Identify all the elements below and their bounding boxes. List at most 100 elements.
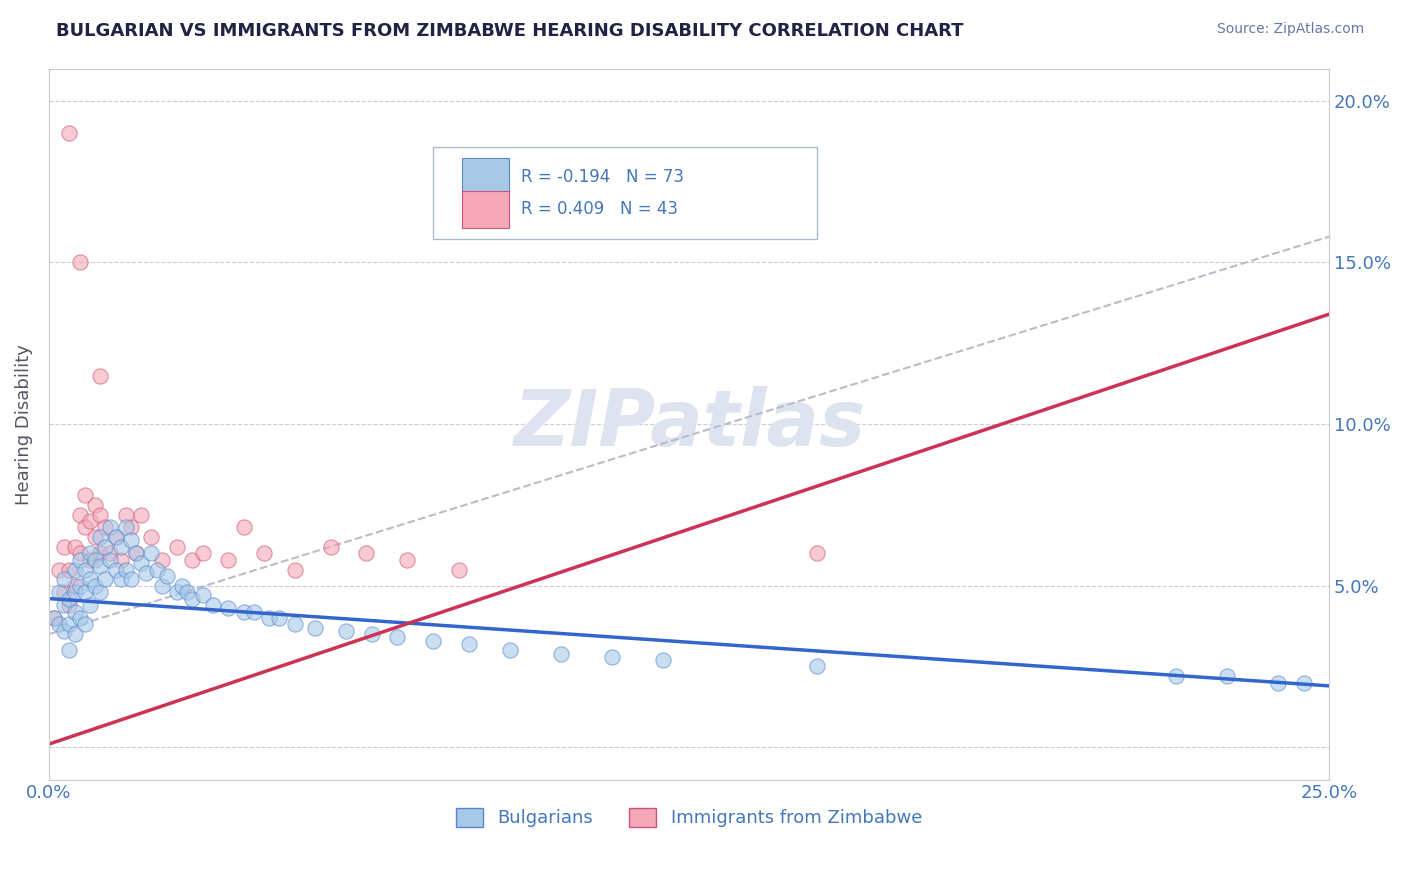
- Point: [457, 637, 479, 651]
- Point: [652, 653, 675, 667]
- Point: [104, 530, 127, 544]
- FancyBboxPatch shape: [463, 158, 509, 195]
- Point: [304, 621, 326, 635]
- Point: [89, 585, 111, 599]
- Point: [335, 624, 357, 638]
- Point: [42, 611, 65, 625]
- Point: [156, 569, 179, 583]
- Point: [422, 633, 444, 648]
- Point: [53, 598, 76, 612]
- Text: Source: ZipAtlas.com: Source: ZipAtlas.com: [1216, 22, 1364, 37]
- Point: [104, 562, 127, 576]
- Point: [94, 540, 117, 554]
- Point: [94, 572, 117, 586]
- Point: [129, 556, 152, 570]
- Point: [73, 585, 96, 599]
- Point: [201, 598, 224, 612]
- Point: [396, 553, 419, 567]
- Point: [806, 659, 828, 673]
- Point: [53, 540, 76, 554]
- Point: [100, 553, 122, 567]
- Point: [42, 611, 65, 625]
- Point: [145, 562, 167, 576]
- Point: [166, 585, 188, 599]
- Point: [79, 546, 101, 560]
- Point: [1215, 669, 1237, 683]
- Point: [269, 611, 291, 625]
- Point: [114, 520, 136, 534]
- Point: [1267, 675, 1289, 690]
- Text: BULGARIAN VS IMMIGRANTS FROM ZIMBABWE HEARING DISABILITY CORRELATION CHART: BULGARIAN VS IMMIGRANTS FROM ZIMBABWE HE…: [56, 22, 963, 40]
- Point: [120, 533, 142, 548]
- Point: [1292, 675, 1315, 690]
- Point: [79, 572, 101, 586]
- FancyBboxPatch shape: [433, 147, 817, 239]
- Point: [141, 530, 163, 544]
- Point: [176, 585, 198, 599]
- Point: [125, 546, 148, 560]
- Point: [232, 520, 254, 534]
- Point: [172, 579, 194, 593]
- Point: [48, 617, 70, 632]
- Point: [53, 572, 76, 586]
- Point: [385, 631, 408, 645]
- Point: [89, 530, 111, 544]
- FancyBboxPatch shape: [463, 191, 509, 227]
- Point: [191, 546, 214, 560]
- Point: [135, 566, 157, 580]
- Point: [53, 585, 76, 599]
- Point: [89, 508, 111, 522]
- Point: [58, 617, 80, 632]
- Point: [48, 562, 70, 576]
- Point: [129, 508, 152, 522]
- Point: [79, 514, 101, 528]
- Text: ZIPatlas: ZIPatlas: [513, 386, 865, 462]
- Text: R = 0.409   N = 43: R = 0.409 N = 43: [522, 201, 678, 219]
- Point: [232, 605, 254, 619]
- Point: [181, 553, 204, 567]
- Point: [69, 255, 91, 269]
- Point: [69, 546, 91, 560]
- Point: [100, 546, 122, 560]
- Point: [63, 627, 86, 641]
- Point: [600, 649, 623, 664]
- Point: [319, 540, 342, 554]
- Legend: Bulgarians, Immigrants from Zimbabwe: Bulgarians, Immigrants from Zimbabwe: [449, 801, 929, 835]
- Point: [191, 588, 214, 602]
- Point: [181, 591, 204, 606]
- Point: [63, 562, 86, 576]
- Point: [58, 643, 80, 657]
- Point: [284, 617, 307, 632]
- Point: [84, 498, 107, 512]
- Point: [243, 605, 266, 619]
- Point: [89, 559, 111, 574]
- Point: [120, 572, 142, 586]
- Point: [63, 540, 86, 554]
- Point: [141, 546, 163, 560]
- Point: [100, 520, 122, 534]
- Point: [110, 572, 132, 586]
- Y-axis label: Hearing Disability: Hearing Disability: [15, 343, 32, 505]
- Point: [58, 598, 80, 612]
- Point: [69, 579, 91, 593]
- Point: [110, 553, 132, 567]
- Point: [1164, 669, 1187, 683]
- Point: [166, 540, 188, 554]
- Point: [63, 579, 86, 593]
- Point: [89, 368, 111, 383]
- Point: [79, 598, 101, 612]
- Point: [89, 546, 111, 560]
- Point: [73, 520, 96, 534]
- Point: [69, 611, 91, 625]
- Point: [58, 126, 80, 140]
- Point: [58, 562, 80, 576]
- Point: [104, 530, 127, 544]
- Point: [84, 530, 107, 544]
- Point: [253, 546, 276, 560]
- Point: [257, 611, 280, 625]
- Point: [356, 546, 378, 560]
- Point: [84, 579, 107, 593]
- Point: [150, 579, 173, 593]
- Point: [125, 546, 148, 560]
- Text: R = -0.194   N = 73: R = -0.194 N = 73: [522, 168, 685, 186]
